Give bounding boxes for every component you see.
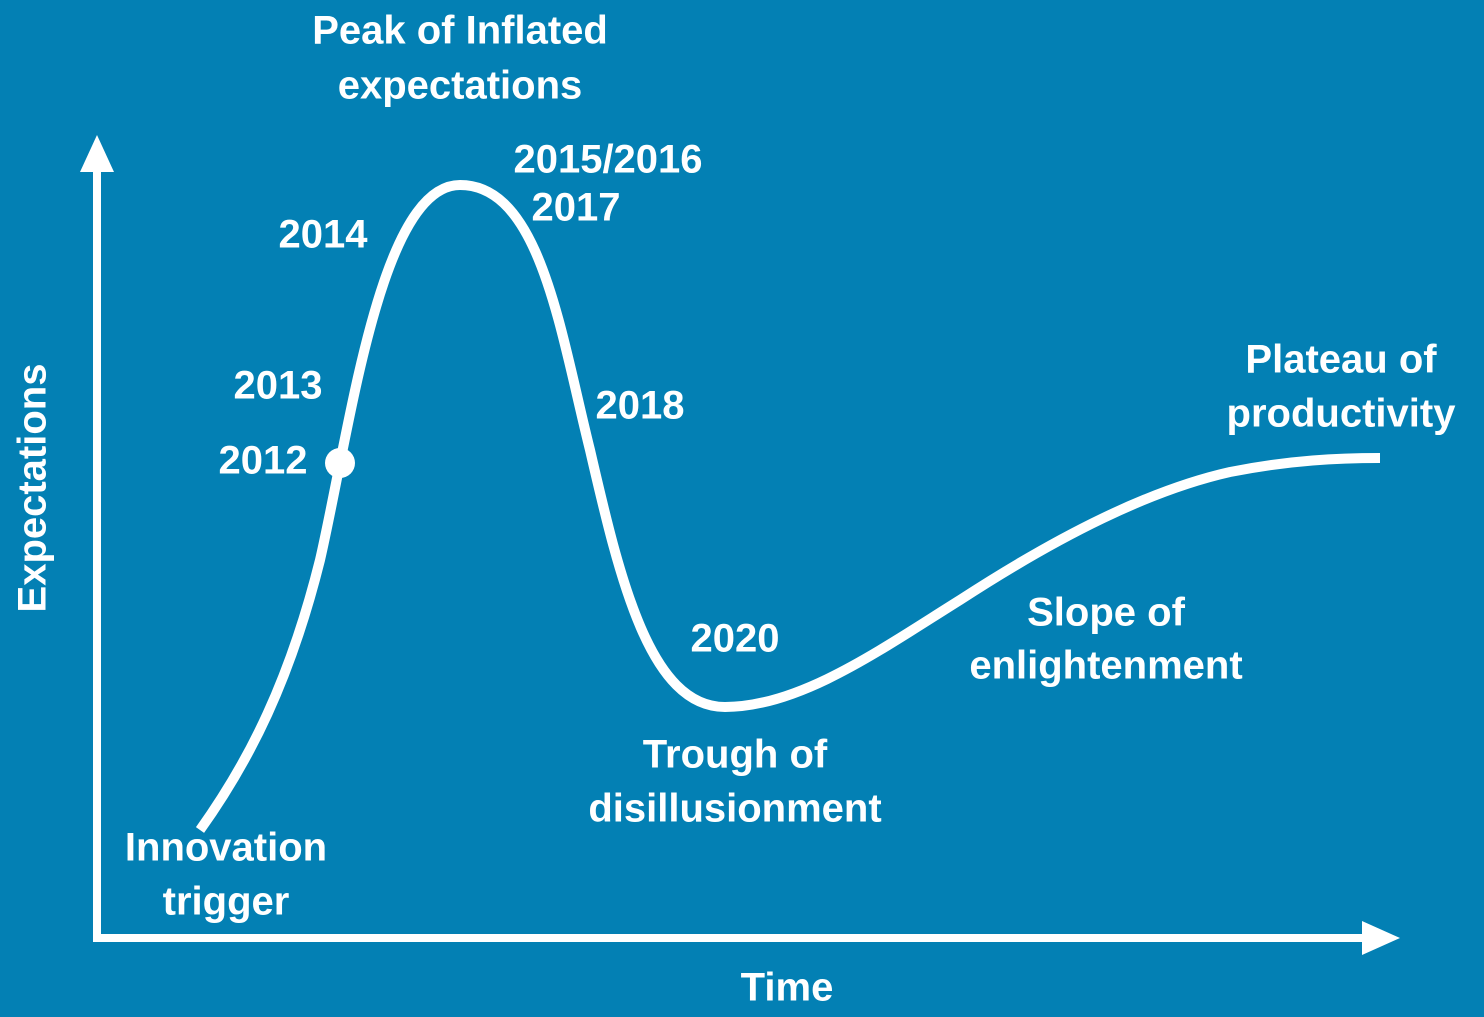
phase-label: Peak of Inflated bbox=[312, 9, 608, 53]
y-axis-label: Expectations bbox=[11, 364, 55, 613]
year-label: 2018 bbox=[596, 384, 685, 428]
phase-label: Innovation bbox=[125, 826, 327, 870]
year-label: 2012 bbox=[219, 439, 308, 483]
year-label: 2013 bbox=[234, 364, 323, 408]
x-axis-arrow bbox=[1362, 921, 1400, 955]
current-marker bbox=[325, 448, 355, 478]
x-axis-label: Time bbox=[741, 966, 834, 1010]
phase-label: trigger bbox=[163, 880, 290, 924]
y-axis-arrow bbox=[80, 135, 114, 172]
phase-label: expectations bbox=[338, 64, 583, 108]
phase-label: Plateau of bbox=[1245, 338, 1437, 382]
year-label: 2015/2016 bbox=[513, 138, 702, 182]
phase-label: productivity bbox=[1227, 392, 1457, 436]
year-label: 2020 bbox=[691, 617, 780, 661]
phase-label: Slope of bbox=[1027, 591, 1185, 635]
phase-label: disillusionment bbox=[588, 787, 881, 831]
phase-label: Trough of bbox=[643, 733, 828, 777]
year-label: 2017 bbox=[532, 186, 621, 230]
year-label: 2014 bbox=[279, 213, 369, 257]
hype-curve bbox=[195, 179, 1381, 833]
phase-label: enlightenment bbox=[969, 644, 1242, 688]
